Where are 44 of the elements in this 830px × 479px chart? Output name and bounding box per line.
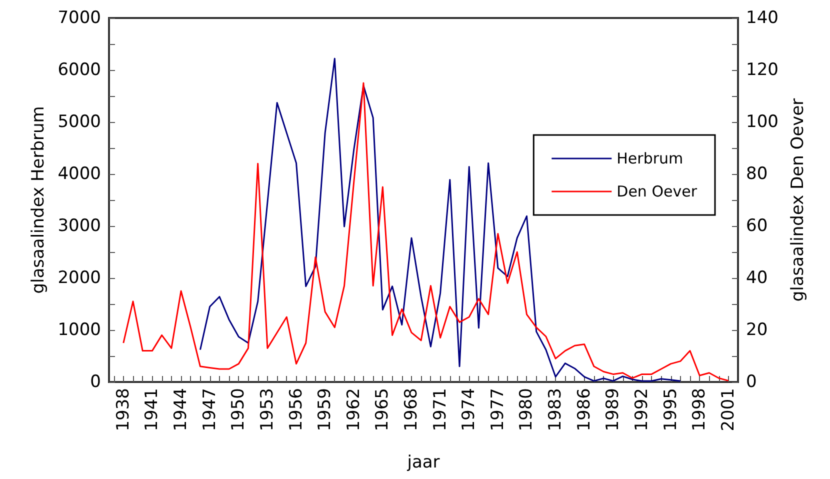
x-tick-label: 1959 xyxy=(315,388,336,432)
y-tick-label: 5000 xyxy=(58,112,101,132)
legend-label: Den Oever xyxy=(616,182,698,200)
legend-label: Herbrum xyxy=(616,150,684,168)
y-tick-label: 0 xyxy=(90,372,101,392)
x-tick-label: 1974 xyxy=(459,388,480,432)
x-tick-label: 1944 xyxy=(171,388,192,432)
x-tick-label: 1992 xyxy=(632,388,652,432)
y2-tick-label: 40 xyxy=(746,268,768,288)
y-tick-label: 1000 xyxy=(58,320,101,340)
x-tick-label: 2001 xyxy=(718,388,738,432)
y-tick-label: 2000 xyxy=(58,268,101,288)
y-axis-title: glasaalindex Herbrum xyxy=(28,106,48,294)
x-tick-label: 1986 xyxy=(574,388,594,432)
y-tick-label: 6000 xyxy=(58,60,101,80)
x-tick-label: 1980 xyxy=(516,388,537,432)
y-tick-label: 7000 xyxy=(58,8,101,28)
x-tick-label: 1998 xyxy=(690,388,710,432)
x-tick-label: 1995 xyxy=(660,388,681,432)
x-tick-label: 1989 xyxy=(603,388,624,432)
x-tick-label: 1938 xyxy=(113,388,134,432)
y2-tick-label: 140 xyxy=(746,8,778,28)
x-tick-label: 1965 xyxy=(372,388,393,432)
x-tick-label: 1941 xyxy=(142,388,162,432)
x-tick-label: 1962 xyxy=(344,388,364,432)
x-tick-label: 1983 xyxy=(546,388,566,432)
y2-tick-label: 120 xyxy=(746,60,778,80)
y-tick-label: 4000 xyxy=(58,164,101,184)
x-tick-label: 1968 xyxy=(401,388,422,432)
y2-tick-label: 60 xyxy=(746,216,768,236)
x-tick-label: 1950 xyxy=(228,388,249,432)
y2-tick-label: 0 xyxy=(746,372,757,392)
x-tick-label: 1977 xyxy=(488,388,508,432)
x-tick-label: 1947 xyxy=(200,388,220,432)
y2-tick-label: 20 xyxy=(746,320,768,340)
x-tick-label: 1953 xyxy=(257,388,278,432)
x-tick-label: 1956 xyxy=(286,388,306,432)
x-tick-label: 1971 xyxy=(430,388,450,432)
line-series xyxy=(122,82,730,382)
y-tick-label: 3000 xyxy=(58,216,101,236)
y2-tick-label: 100 xyxy=(746,112,778,132)
x-axis-title: jaar xyxy=(406,452,440,472)
y2-axis-title: glasaalindex Den Oever xyxy=(788,98,808,302)
y2-tick-label: 80 xyxy=(746,164,768,184)
